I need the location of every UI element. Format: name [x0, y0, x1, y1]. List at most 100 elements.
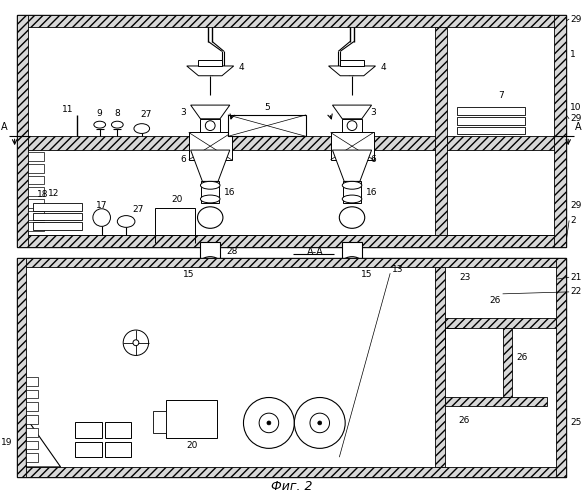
Bar	[556, 258, 566, 476]
Bar	[26, 402, 38, 411]
Bar	[29, 136, 435, 150]
Bar	[26, 415, 38, 424]
Text: 21: 21	[570, 272, 581, 281]
Polygon shape	[191, 105, 230, 119]
Bar	[29, 187, 44, 196]
Circle shape	[133, 340, 139, 345]
Text: 26: 26	[489, 296, 500, 305]
Bar	[456, 117, 525, 124]
Bar	[201, 242, 220, 266]
Bar	[435, 268, 445, 467]
Text: А-А: А-А	[307, 247, 323, 257]
Circle shape	[123, 330, 149, 355]
Bar	[29, 199, 44, 208]
Ellipse shape	[111, 121, 123, 128]
Polygon shape	[332, 150, 371, 182]
Ellipse shape	[198, 207, 223, 229]
Ellipse shape	[342, 195, 362, 203]
Bar	[26, 453, 38, 462]
Bar	[29, 210, 44, 220]
Text: 6: 6	[180, 156, 186, 164]
Text: 15: 15	[361, 270, 373, 279]
Bar	[33, 222, 82, 230]
Text: 28: 28	[226, 248, 237, 256]
Text: 3: 3	[180, 108, 186, 118]
Text: 13: 13	[392, 265, 404, 274]
Text: 4: 4	[238, 64, 244, 72]
Bar	[29, 176, 44, 184]
Bar	[456, 107, 525, 115]
Bar	[331, 132, 374, 160]
Text: 23: 23	[459, 272, 471, 281]
Bar	[198, 60, 222, 66]
Text: 26: 26	[517, 353, 528, 362]
Text: 20: 20	[171, 196, 182, 204]
Text: 6: 6	[371, 156, 377, 164]
Circle shape	[93, 209, 110, 226]
Bar	[29, 152, 44, 161]
Text: A: A	[1, 122, 8, 132]
Bar	[343, 182, 361, 203]
Bar	[435, 27, 447, 235]
Text: 3: 3	[371, 108, 377, 118]
Bar	[16, 15, 566, 27]
Bar	[104, 442, 131, 457]
Ellipse shape	[201, 182, 220, 189]
Bar	[456, 126, 525, 134]
Ellipse shape	[195, 256, 225, 286]
Text: 29: 29	[570, 14, 581, 24]
Bar	[16, 258, 26, 476]
Text: 15: 15	[183, 270, 195, 279]
Text: 29: 29	[570, 114, 581, 124]
Bar	[26, 390, 38, 398]
Ellipse shape	[339, 207, 365, 229]
Ellipse shape	[94, 121, 106, 128]
Circle shape	[205, 120, 215, 130]
Bar	[16, 15, 566, 247]
Bar	[201, 182, 219, 203]
Bar	[33, 203, 82, 210]
Bar	[201, 119, 220, 132]
Text: 27: 27	[140, 110, 152, 120]
Text: 18: 18	[37, 190, 49, 198]
Text: 8: 8	[114, 110, 120, 118]
Bar	[16, 467, 566, 476]
Circle shape	[267, 421, 271, 425]
Text: 26: 26	[459, 416, 470, 426]
Text: 22: 22	[570, 288, 581, 296]
Polygon shape	[187, 66, 234, 76]
Bar	[447, 136, 554, 150]
Text: 19: 19	[1, 438, 13, 447]
Text: 1: 1	[570, 50, 576, 58]
Bar	[16, 258, 566, 476]
Text: 16: 16	[224, 188, 236, 196]
Text: 25: 25	[570, 418, 581, 428]
Bar	[189, 132, 231, 160]
Bar	[75, 422, 101, 438]
Ellipse shape	[201, 195, 220, 203]
Ellipse shape	[134, 124, 150, 134]
Bar	[26, 440, 38, 450]
Polygon shape	[26, 418, 61, 467]
Polygon shape	[329, 66, 375, 76]
Circle shape	[310, 413, 329, 432]
Circle shape	[244, 398, 294, 448]
Bar	[16, 235, 566, 247]
Text: 7: 7	[498, 91, 504, 100]
Bar	[342, 242, 362, 266]
Text: 5: 5	[264, 102, 270, 112]
Bar	[75, 442, 101, 457]
Bar	[166, 400, 217, 438]
Ellipse shape	[338, 256, 367, 286]
Bar	[342, 119, 362, 132]
Bar	[33, 212, 82, 220]
Text: 2: 2	[570, 216, 576, 225]
Bar	[29, 222, 44, 231]
Bar	[445, 318, 556, 328]
Text: 29: 29	[570, 202, 581, 210]
Bar	[16, 258, 566, 268]
Text: Фиг. 2: Фиг. 2	[271, 480, 312, 493]
Text: 27: 27	[132, 205, 143, 214]
Bar	[16, 15, 29, 247]
Polygon shape	[332, 105, 371, 119]
